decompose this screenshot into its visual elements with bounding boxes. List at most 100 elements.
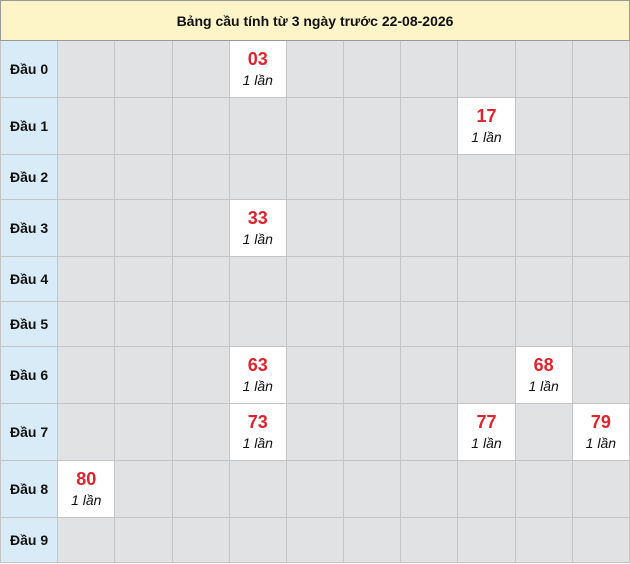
hit-cell: 63 1 lần bbox=[228, 346, 287, 404]
row: Đầu 6 63 1 lần 68 1 lần bbox=[0, 346, 630, 404]
empty-cell bbox=[57, 256, 116, 302]
empty-cell bbox=[400, 154, 459, 200]
empty-cell bbox=[457, 517, 516, 563]
number: 73 bbox=[247, 412, 268, 432]
empty-cell bbox=[171, 256, 230, 302]
empty-cell bbox=[343, 301, 402, 347]
empty-cell bbox=[114, 97, 173, 155]
hit-cell: 17 1 lần bbox=[457, 97, 516, 155]
count: 1 lần bbox=[242, 378, 273, 394]
row-label: Đầu 6 bbox=[0, 346, 59, 404]
number: 17 bbox=[476, 106, 497, 126]
empty-cell bbox=[400, 517, 459, 563]
empty-cell bbox=[343, 460, 402, 518]
hit-cell: 80 1 lần bbox=[57, 460, 116, 518]
empty-cell bbox=[114, 256, 173, 302]
empty-cell bbox=[171, 301, 230, 347]
row: Đầu 5 bbox=[0, 301, 630, 347]
empty-cell bbox=[114, 346, 173, 404]
row-label: Đầu 1 bbox=[0, 97, 59, 155]
empty-cell bbox=[114, 154, 173, 200]
empty-cell bbox=[571, 40, 630, 98]
number: 80 bbox=[76, 469, 97, 489]
count: 1 lần bbox=[585, 435, 617, 451]
empty-cell bbox=[400, 403, 459, 461]
empty-cell bbox=[285, 517, 345, 563]
hit-cell: 03 1 lần bbox=[228, 40, 287, 98]
row: Đầu 3 33 1 lần bbox=[0, 199, 630, 257]
count: 1 lần bbox=[71, 492, 102, 508]
empty-cell bbox=[57, 301, 116, 347]
empty-cell bbox=[114, 517, 173, 563]
empty-cell bbox=[114, 403, 173, 461]
empty-cell bbox=[571, 199, 630, 257]
empty-cell bbox=[57, 40, 116, 98]
empty-cell bbox=[171, 154, 230, 200]
empty-cell bbox=[457, 460, 516, 518]
empty-cell bbox=[171, 517, 230, 563]
number: 33 bbox=[247, 208, 268, 228]
hit-cell: 68 1 lần bbox=[514, 346, 573, 404]
empty-cell bbox=[228, 517, 287, 563]
empty-cell bbox=[400, 460, 459, 518]
row: Đầu 2 bbox=[0, 154, 630, 200]
empty-cell bbox=[343, 40, 402, 98]
empty-cell bbox=[285, 97, 345, 155]
empty-cell bbox=[171, 97, 230, 155]
empty-cell bbox=[400, 40, 459, 98]
empty-cell bbox=[285, 199, 345, 257]
empty-cell bbox=[57, 403, 116, 461]
empty-cell bbox=[114, 40, 173, 98]
count: 1 lần bbox=[242, 231, 273, 247]
empty-cell bbox=[114, 199, 173, 257]
number: 63 bbox=[247, 355, 268, 375]
count: 1 lần bbox=[471, 435, 502, 451]
row: Đầu 7 73 1 lần 77 1 lần 79 1 lần bbox=[0, 403, 630, 461]
empty-cell bbox=[114, 301, 173, 347]
empty-cell bbox=[514, 256, 573, 302]
empty-cell bbox=[171, 199, 230, 257]
number: 03 bbox=[247, 49, 268, 69]
empty-cell bbox=[114, 460, 173, 518]
empty-cell bbox=[571, 256, 630, 302]
hit-cell: 77 1 lần bbox=[457, 403, 516, 461]
row-label: Đầu 3 bbox=[0, 199, 59, 257]
empty-cell bbox=[400, 301, 459, 347]
empty-cell bbox=[457, 40, 516, 98]
number: 79 bbox=[590, 412, 611, 432]
empty-cell bbox=[457, 301, 516, 347]
empty-cell bbox=[343, 517, 402, 563]
row-label: Đầu 8 bbox=[0, 460, 59, 518]
row: Đầu 9 bbox=[0, 517, 630, 563]
empty-cell bbox=[171, 346, 230, 404]
row: Đầu 8 80 1 lần bbox=[0, 460, 630, 518]
hit-cell: 79 1 lần bbox=[571, 403, 630, 461]
empty-cell bbox=[400, 346, 459, 404]
empty-cell bbox=[228, 154, 287, 200]
empty-cell bbox=[171, 403, 230, 461]
empty-cell bbox=[57, 517, 116, 563]
empty-cell bbox=[514, 403, 573, 461]
empty-cell bbox=[285, 301, 345, 347]
empty-cell bbox=[514, 301, 573, 347]
empty-cell bbox=[57, 346, 116, 404]
number: 68 bbox=[533, 355, 554, 375]
row: Đầu 0 03 1 lần bbox=[0, 40, 630, 98]
row-label: Đầu 9 bbox=[0, 517, 59, 563]
empty-cell bbox=[514, 460, 573, 518]
hit-cell: 73 1 lần bbox=[228, 403, 287, 461]
title-row: Bảng cầu tính từ 3 ngày trước 22-08-2026 bbox=[0, 0, 630, 41]
empty-cell bbox=[514, 199, 573, 257]
empty-cell bbox=[571, 517, 630, 563]
row-label: Đầu 5 bbox=[0, 301, 59, 347]
empty-cell bbox=[571, 460, 630, 518]
empty-cell bbox=[228, 97, 287, 155]
empty-cell bbox=[343, 256, 402, 302]
empty-cell bbox=[571, 346, 630, 404]
row: Đầu 4 bbox=[0, 256, 630, 302]
count: 1 lần bbox=[242, 435, 273, 451]
row-label: Đầu 7 bbox=[0, 403, 59, 461]
hit-cell: 33 1 lần bbox=[228, 199, 287, 257]
empty-cell bbox=[228, 460, 287, 518]
